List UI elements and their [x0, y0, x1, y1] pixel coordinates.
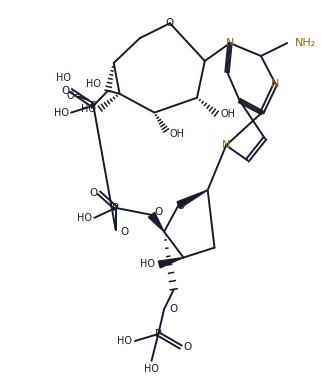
Text: O: O — [154, 207, 163, 217]
Text: OH: OH — [220, 109, 235, 119]
Polygon shape — [158, 258, 184, 268]
Polygon shape — [148, 212, 164, 232]
Text: N: N — [271, 79, 280, 89]
Text: P: P — [112, 203, 119, 213]
Text: O: O — [89, 188, 97, 198]
Text: OH: OH — [170, 130, 185, 139]
Text: O=: O= — [66, 91, 82, 101]
Text: P: P — [155, 329, 162, 339]
Text: P: P — [90, 101, 97, 110]
Text: NH₂: NH₂ — [295, 38, 316, 48]
Text: N: N — [222, 140, 230, 151]
Text: N: N — [226, 38, 234, 48]
Text: O: O — [120, 227, 129, 237]
Text: O: O — [184, 342, 192, 352]
Polygon shape — [177, 190, 208, 208]
Text: HO: HO — [144, 364, 159, 374]
Text: O: O — [177, 201, 185, 211]
Text: O: O — [169, 304, 177, 314]
Text: HO: HO — [81, 103, 96, 114]
Text: HO: HO — [77, 213, 92, 223]
Text: HO: HO — [86, 79, 101, 89]
Text: O: O — [166, 18, 174, 28]
Text: HO: HO — [117, 336, 132, 346]
Text: HO: HO — [140, 259, 155, 270]
Text: HO: HO — [54, 108, 69, 117]
Text: HO: HO — [56, 73, 71, 83]
Text: O: O — [61, 86, 69, 96]
